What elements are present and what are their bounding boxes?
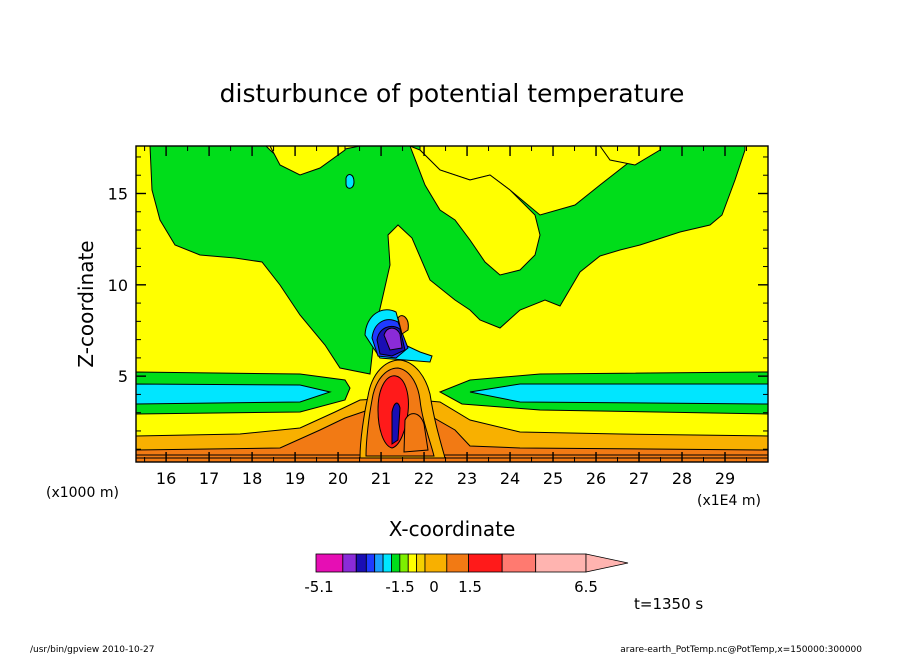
x-tick-label: 27: [629, 469, 649, 488]
colorbar-swatch: [382, 553, 392, 573]
colorbar-swatch: [399, 553, 409, 573]
chart-title: disturbunce of potential temperature: [220, 79, 685, 108]
orange-layer: [136, 405, 768, 462]
x-tick-label: 22: [414, 469, 434, 488]
colorbar-swatch: [365, 553, 376, 573]
colorbar-swatch: [424, 553, 448, 573]
x-tick-label: 28: [672, 469, 692, 488]
y-tick-label: 10: [108, 276, 128, 295]
minor-ticks: [136, 146, 768, 462]
colorbar-swatch: [374, 553, 384, 573]
y-tick-label: 15: [108, 184, 128, 203]
y-axis-label: Z-coordinate: [74, 240, 98, 367]
inner-yellow-2: [269, 146, 346, 176]
colorbar-swatch: [391, 553, 401, 573]
y-tick-labels: 5 10 15: [108, 184, 128, 386]
x-tick-label: 25: [543, 469, 563, 488]
x-tick-label: 19: [285, 469, 305, 488]
time-annotation: t=1350 s: [634, 595, 703, 613]
purple-lobe: [383, 327, 403, 351]
footer-left: /usr/bin/gpview 2010-10-27: [30, 645, 154, 654]
inner-yellow-3: [599, 146, 661, 166]
colorbar-label: 0: [429, 578, 439, 596]
contour-field: [136, 146, 768, 462]
cyan-spot: [345, 174, 355, 189]
colorbar-labels: -5.1 -1.5 0 1.5 6.5: [304, 578, 598, 596]
cyan-stripe-band-right: [469, 383, 768, 405]
x-tick-labels: 16 17 18 19 20 21 22 23 24 25 26 27 28 29: [156, 469, 735, 488]
footer-right: arare-earth_PotTemp.nc@PotTemp,x=150000:…: [620, 645, 862, 654]
colorbar-label: -5.1: [304, 578, 333, 596]
x-unit-label: (x1E4 m): [697, 493, 761, 509]
colorbar-swatch: [315, 553, 344, 573]
colorbar-swatch: [416, 553, 426, 573]
inner-yellow-1: [409, 146, 541, 276]
colorbar-swatch: [355, 553, 367, 573]
colorbar-swatch: [468, 553, 503, 573]
colorbar-label: 1.5: [458, 578, 482, 596]
x-tick-label: 18: [242, 469, 262, 488]
colorbar-swatch: [407, 553, 418, 573]
x-tick-label: 16: [156, 469, 176, 488]
x-tick-label: 29: [715, 469, 735, 488]
colorbar-overflow-triangle: [585, 553, 629, 573]
y-unit-label: (x1000 m): [46, 485, 119, 501]
x-tick-label: 21: [371, 469, 391, 488]
x-axis-label: X-coordinate: [389, 517, 516, 541]
colorbar-label: 6.5: [574, 578, 598, 596]
cyan-stripe-band: [136, 383, 332, 405]
colorbar-swatch: [535, 553, 587, 573]
y-tick-label: 5: [118, 367, 128, 386]
colorbar-swatch: [446, 553, 470, 573]
major-ticks: [136, 146, 768, 462]
right-warm-cells: [403, 413, 429, 453]
cold-filament: [391, 402, 401, 445]
x-tick-label: 24: [500, 469, 520, 488]
x-tick-label: 17: [199, 469, 219, 488]
orange-small-lobe: [397, 315, 409, 335]
x-tick-label: 23: [457, 469, 477, 488]
colorbar-label: -1.5: [385, 578, 414, 596]
colorbar-swatch: [342, 553, 357, 573]
colorbar: [315, 553, 629, 573]
x-tick-label: 26: [586, 469, 606, 488]
colorbar-swatch: [501, 553, 537, 573]
plot-frame: [135, 145, 769, 463]
x-tick-label: 20: [328, 469, 348, 488]
